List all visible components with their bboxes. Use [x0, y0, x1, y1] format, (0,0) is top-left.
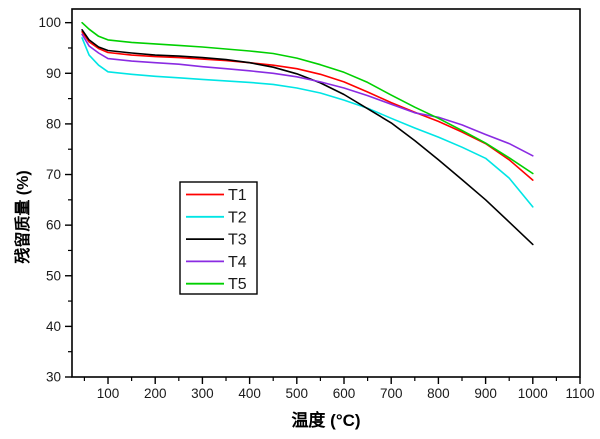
- legend-box: [179, 181, 258, 295]
- series-line-T2: [81, 37, 534, 208]
- series-line-T4: [81, 33, 534, 157]
- plot-frame: [71, 8, 581, 378]
- series-group: [81, 21, 534, 246]
- x-tick-label: 700: [380, 386, 403, 401]
- legend-label-T4: T4: [228, 254, 247, 271]
- x-tick-label: 300: [191, 386, 214, 401]
- x-tick-label: 1100: [565, 386, 594, 401]
- x-tick-label: 200: [144, 386, 167, 401]
- y-tick-label: 40: [46, 319, 61, 334]
- legend-label-T2: T2: [228, 209, 247, 226]
- y-tick-label: 100: [38, 15, 61, 30]
- legend-label-T5: T5: [228, 276, 247, 293]
- y-tick-label: 80: [46, 116, 61, 131]
- series-line-T3: [81, 28, 534, 246]
- y-axis-title: 残留质量 (%): [15, 170, 32, 264]
- x-tick-label: 500: [286, 386, 309, 401]
- y-tick-label: 60: [46, 218, 61, 233]
- y-tick-label: 30: [46, 370, 61, 385]
- x-tick-label: 800: [427, 386, 450, 401]
- legend: T1 T2 T3 T4 T5: [179, 181, 258, 295]
- x-tick-label: 900: [474, 386, 497, 401]
- x-tick-label: 400: [238, 386, 261, 401]
- legend-label-T3: T3: [228, 232, 247, 249]
- legend-label-T1: T1: [228, 187, 247, 204]
- y-tick-label: 50: [46, 268, 61, 283]
- x-axis-title: 温度 (°C): [291, 411, 361, 430]
- series-line-T5: [81, 21, 534, 175]
- x-tick-label: 1000: [518, 386, 548, 401]
- x-tick-label: 100: [97, 386, 120, 401]
- series-line-T1: [81, 30, 534, 181]
- y-tick-label: 90: [46, 66, 61, 81]
- y-tick-label: 70: [46, 167, 61, 182]
- x-tick-label: 600: [333, 386, 356, 401]
- axes: 100 200 300 400 500 600 700 800 900 1000 1100 30 40 5…: [38, 15, 594, 401]
